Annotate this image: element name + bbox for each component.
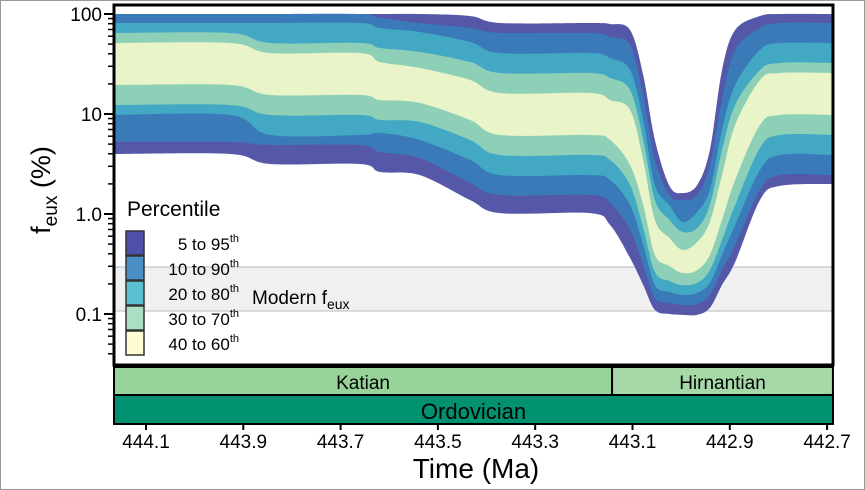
period-label: Ordovician <box>421 399 526 424</box>
legend-key-0 <box>125 230 145 256</box>
legend-key-4 <box>125 330 145 356</box>
plot-border <box>112 3 835 367</box>
legend-label-2: 20 to 80th <box>168 283 239 304</box>
y-axis-title: feux (%) <box>26 146 62 234</box>
y-tick-label: 0.1 <box>76 305 102 326</box>
x-axis-title: Time (Ma) <box>413 453 540 484</box>
period-ordovician <box>113 394 834 425</box>
percentile-bands <box>114 13 833 316</box>
x-tick-label: 443.3 <box>511 432 559 453</box>
x-tick-label: 444.1 <box>122 432 170 453</box>
stage-label-hirnantian: Hirnantian <box>679 373 766 394</box>
x-tick-label: 443.1 <box>609 432 657 453</box>
geologic-timescale: Katian Hirnantian Ordovician <box>113 366 834 425</box>
legend-label-4: 40 to 60th <box>168 333 239 354</box>
stage-katian <box>113 366 614 396</box>
legend-key-1 <box>125 255 145 281</box>
legend-title: Percentile <box>127 198 220 221</box>
y-axis: 100 10 1.0 0.1 <box>70 5 113 355</box>
y-tick-label: 1.0 <box>76 205 102 226</box>
legend: Percentile 5 to 95th 10 to 90th 20 to 80th… <box>125 198 239 356</box>
legend-label-3: 30 to 70th <box>168 308 239 329</box>
legend-key-3 <box>125 305 145 331</box>
stage-label-katian: Katian <box>336 373 390 394</box>
x-axis: 444.1 443.9 443.7 443.5 443.3 443.1 442.9 442.7 <box>122 424 851 453</box>
x-tick-label: 443.9 <box>220 432 268 453</box>
y-tick-label: 100 <box>70 5 102 26</box>
legend-key-2 <box>125 280 145 306</box>
band-40-60 <box>114 42 833 274</box>
x-tick-label: 442.7 <box>803 432 851 453</box>
x-tick-label: 443.5 <box>414 432 462 453</box>
modern-feux-label: Modern feux <box>252 288 350 312</box>
y-tick-label: 10 <box>81 105 102 126</box>
x-tick-label: 442.9 <box>706 432 754 453</box>
x-tick-label: 443.7 <box>317 432 365 453</box>
legend-label-0: 5 to 95th <box>178 233 239 254</box>
legend-label-1: 10 to 90th <box>168 258 239 279</box>
